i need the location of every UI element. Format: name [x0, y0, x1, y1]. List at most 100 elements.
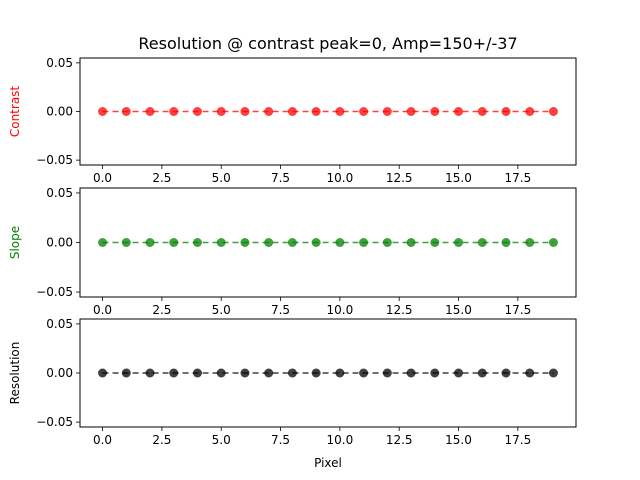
data-point: [430, 107, 440, 116]
data-point: [98, 238, 108, 247]
data-point: [525, 368, 535, 378]
data-point: [169, 107, 179, 116]
x-tick-label: 10.0: [327, 433, 354, 447]
data-point: [359, 238, 369, 247]
x-tick-label: 0.0: [93, 433, 112, 447]
data-point: [216, 107, 226, 116]
data-point: [477, 238, 487, 247]
y-tick-label: 0.00: [46, 236, 73, 250]
data-point: [406, 107, 416, 116]
data-point: [335, 238, 345, 247]
data-point: [192, 107, 202, 116]
data-point: [548, 107, 558, 116]
y-axis-label: Contrast: [8, 86, 22, 138]
y-tick-label: 0.05: [46, 317, 73, 331]
x-tick-label: 17.5: [504, 303, 531, 317]
data-point: [145, 368, 155, 378]
data-point: [525, 238, 535, 247]
data-point: [406, 368, 416, 378]
data-point: [501, 107, 511, 116]
y-tick-label: 0.00: [46, 105, 73, 119]
data-point: [264, 107, 274, 116]
x-tick-label: 10.0: [327, 303, 354, 317]
data-point: [240, 238, 250, 247]
data-point: [216, 238, 226, 247]
data-point: [287, 368, 297, 378]
data-point: [192, 368, 202, 378]
data-point: [548, 368, 558, 378]
x-tick-label: 5.0: [212, 171, 231, 185]
x-tick-label: 17.5: [504, 433, 531, 447]
data-point: [121, 368, 131, 378]
data-point: [121, 107, 131, 116]
data-point: [454, 238, 464, 247]
x-tick-label: 12.5: [386, 433, 413, 447]
data-point: [477, 368, 487, 378]
data-point: [359, 368, 369, 378]
x-tick-label: 17.5: [504, 171, 531, 185]
data-point: [430, 238, 440, 247]
y-tick-label: 0.00: [46, 366, 73, 380]
data-point: [477, 107, 487, 116]
data-point: [454, 107, 464, 116]
y-axis-label: Resolution: [8, 342, 22, 405]
data-point: [264, 368, 274, 378]
data-point: [287, 107, 297, 116]
data-point: [98, 368, 108, 378]
data-point: [311, 238, 321, 247]
data-point: [335, 107, 345, 116]
data-point: [240, 107, 250, 116]
data-point: [145, 107, 155, 116]
data-point: [240, 368, 250, 378]
x-tick-label: 2.5: [152, 171, 171, 185]
data-point: [382, 368, 392, 378]
x-tick-label: 2.5: [152, 303, 171, 317]
data-point: [98, 107, 108, 116]
x-tick-label: 15.0: [445, 171, 472, 185]
data-point: [359, 107, 369, 116]
data-point: [335, 368, 345, 378]
x-tick-label: 7.5: [271, 433, 290, 447]
x-axis-label: Pixel: [314, 456, 342, 470]
data-point: [548, 238, 558, 247]
y-tick-label: −0.05: [36, 415, 73, 429]
x-tick-label: 0.0: [93, 171, 112, 185]
x-tick-label: 12.5: [386, 303, 413, 317]
chart-title: Resolution @ contrast peak=0, Amp=150+/-…: [138, 34, 517, 53]
data-point: [430, 368, 440, 378]
y-axis-label: Slope: [8, 226, 22, 259]
data-point: [311, 107, 321, 116]
x-tick-label: 5.0: [212, 303, 231, 317]
subplot-1: 0.0 2.5 5.0 7.5 10.0 12.5 15.0 17.5 −0.05 0.00 0.0…: [8, 56, 577, 185]
data-point: [145, 238, 155, 247]
data-point: [501, 368, 511, 378]
y-tick-label: 0.05: [46, 56, 73, 70]
data-point: [501, 238, 511, 247]
data-point: [525, 107, 535, 116]
y-tick-label: 0.05: [46, 186, 73, 200]
x-tick-label: 7.5: [271, 303, 290, 317]
x-tick-label: 12.5: [386, 171, 413, 185]
x-tick-label: 5.0: [212, 433, 231, 447]
subplot-panels: 0.0 2.5 5.0 7.5 10.0 12.5 15.0 17.5 −0.05 0.00 0.0…: [8, 56, 577, 470]
x-tick-label: 7.5: [271, 171, 290, 185]
x-tick-label: 10.0: [327, 171, 354, 185]
data-point: [264, 238, 274, 247]
subplot-2: 0.0 2.5 5.0 7.5 10.0 12.5 15.0 17.5 −0.05 0.00 0.0…: [8, 186, 577, 317]
data-point: [169, 238, 179, 247]
data-point: [311, 368, 321, 378]
data-point: [382, 107, 392, 116]
x-tick-label: 0.0: [93, 303, 112, 317]
data-point: [287, 238, 297, 247]
y-tick-label: −0.05: [36, 153, 73, 167]
data-point: [406, 238, 416, 247]
x-tick-label: 15.0: [445, 433, 472, 447]
data-point: [169, 368, 179, 378]
x-tick-label: 15.0: [445, 303, 472, 317]
data-point: [121, 238, 131, 247]
data-point: [192, 238, 202, 247]
data-point: [454, 368, 464, 378]
x-tick-label: 2.5: [152, 433, 171, 447]
